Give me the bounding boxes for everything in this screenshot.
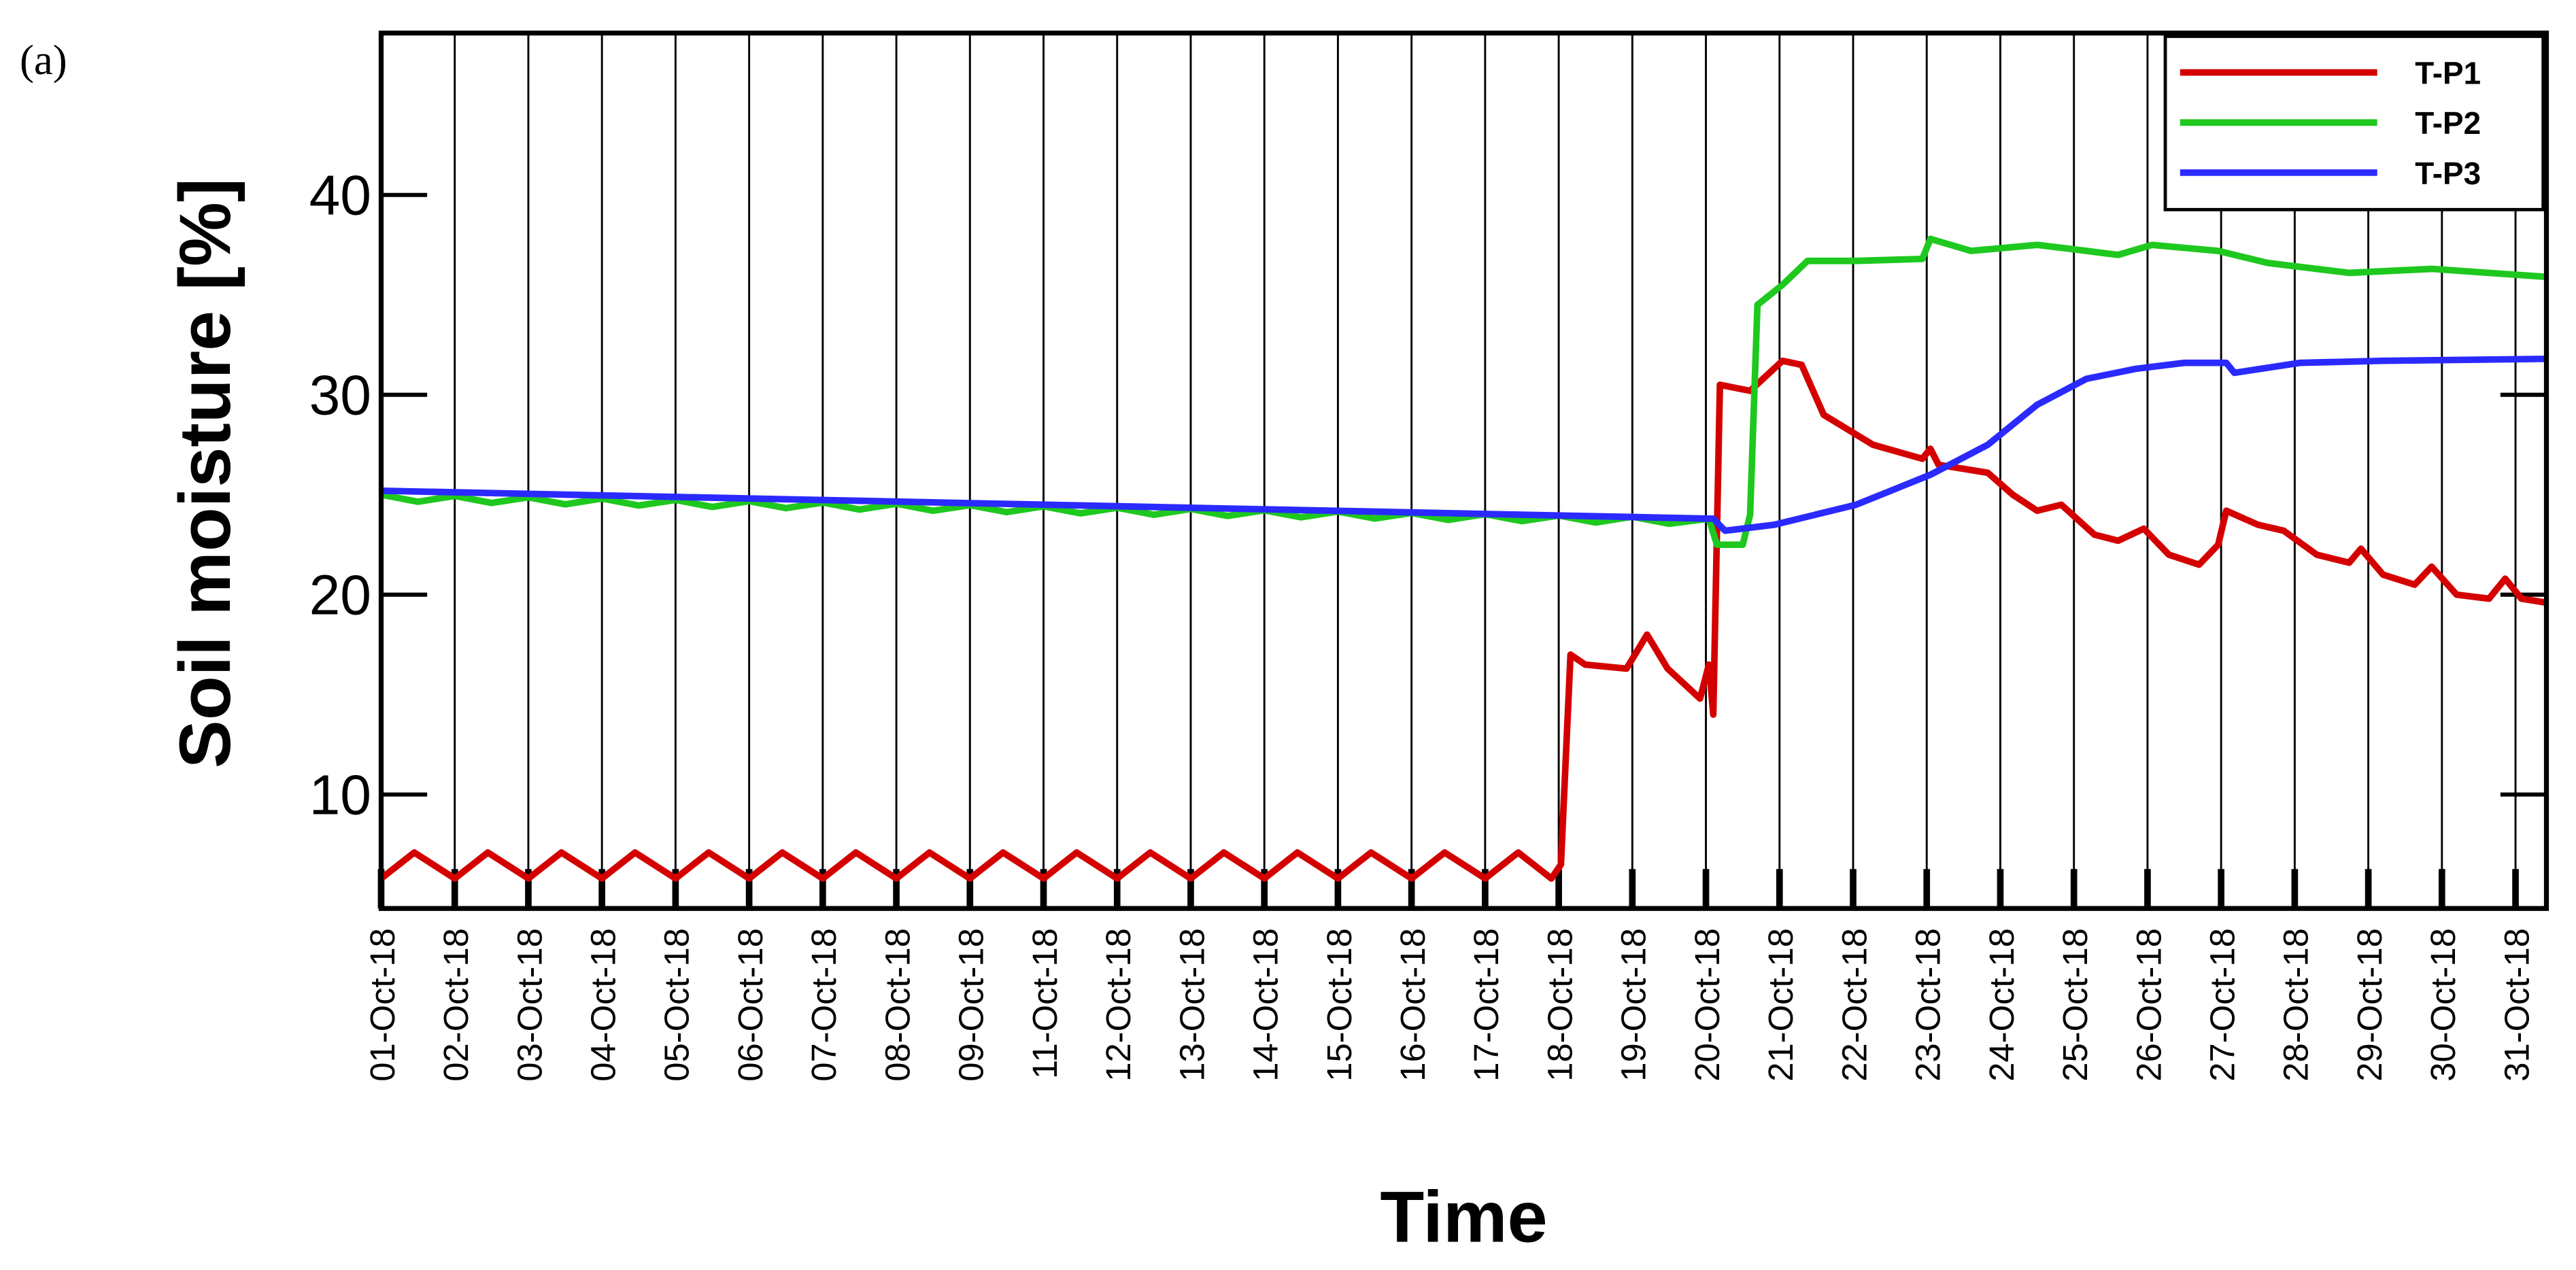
x-tick-label: 07-Oct-18 [804, 928, 843, 1082]
x-tick-label: 31-Oct-18 [2497, 928, 2536, 1082]
x-tick-label: 14-Oct-18 [1247, 928, 1285, 1082]
x-tick-label: 25-Oct-18 [2056, 928, 2095, 1082]
series-line [381, 355, 2547, 534]
series-line [380, 235, 2547, 549]
x-tick-label: 24-Oct-18 [1982, 928, 2021, 1082]
x-tick-label: 20-Oct-18 [1688, 928, 1727, 1082]
panel-label: (a) [20, 36, 67, 84]
y-tick-label: 10 [309, 765, 371, 827]
x-tick-label: 29-Oct-18 [2350, 928, 2389, 1082]
x-tick-label: 05-Oct-18 [658, 928, 696, 1082]
x-tick-label: 08-Oct-18 [878, 928, 917, 1082]
legend-label: T-P1 [2415, 55, 2481, 90]
x-tick-label: 06-Oct-18 [731, 928, 770, 1082]
x-tick-label: 02-Oct-18 [437, 928, 475, 1082]
legend-label: T-P2 [2415, 105, 2481, 141]
x-tick-label: 03-Oct-18 [510, 928, 549, 1082]
y-tick-label: 20 [309, 565, 371, 627]
x-tick-label: 17-Oct-18 [1467, 928, 1506, 1082]
x-tick-label: 19-Oct-18 [1614, 928, 1653, 1082]
x-tick-label: 26-Oct-18 [2129, 928, 2168, 1082]
x-tick-label: 22-Oct-18 [1835, 928, 1874, 1082]
y-axis-title: Soil moisture [%] [165, 178, 245, 768]
x-tick-label: 21-Oct-18 [1761, 928, 1800, 1082]
x-tick-label: 18-Oct-18 [1540, 928, 1579, 1082]
x-tick-label: 12-Oct-18 [1099, 928, 1138, 1082]
x-tick-label: 01-Oct-18 [363, 928, 402, 1082]
x-tick-label: 04-Oct-18 [583, 928, 622, 1082]
x-tick-label: 09-Oct-18 [952, 928, 991, 1082]
x-tick-label: 11-Oct-18 [1026, 928, 1064, 1079]
x-tick-label: 16-Oct-18 [1393, 928, 1432, 1082]
x-tick-label: 13-Oct-18 [1172, 928, 1211, 1082]
series-line [379, 357, 2547, 882]
x-tick-label: 15-Oct-18 [1320, 928, 1359, 1082]
x-tick-label: 28-Oct-18 [2277, 928, 2316, 1082]
y-tick-label: 40 [309, 165, 371, 227]
y-tick-label: 30 [309, 365, 371, 427]
x-tick-label: 30-Oct-18 [2424, 928, 2462, 1082]
plot-frame [378, 30, 2549, 911]
x-tick-label: 23-Oct-18 [1909, 928, 1948, 1082]
x-tick-label: 27-Oct-18 [2203, 928, 2241, 1082]
x-axis-title: Time [1380, 1177, 1547, 1258]
legend-label: T-P3 [2415, 156, 2481, 191]
